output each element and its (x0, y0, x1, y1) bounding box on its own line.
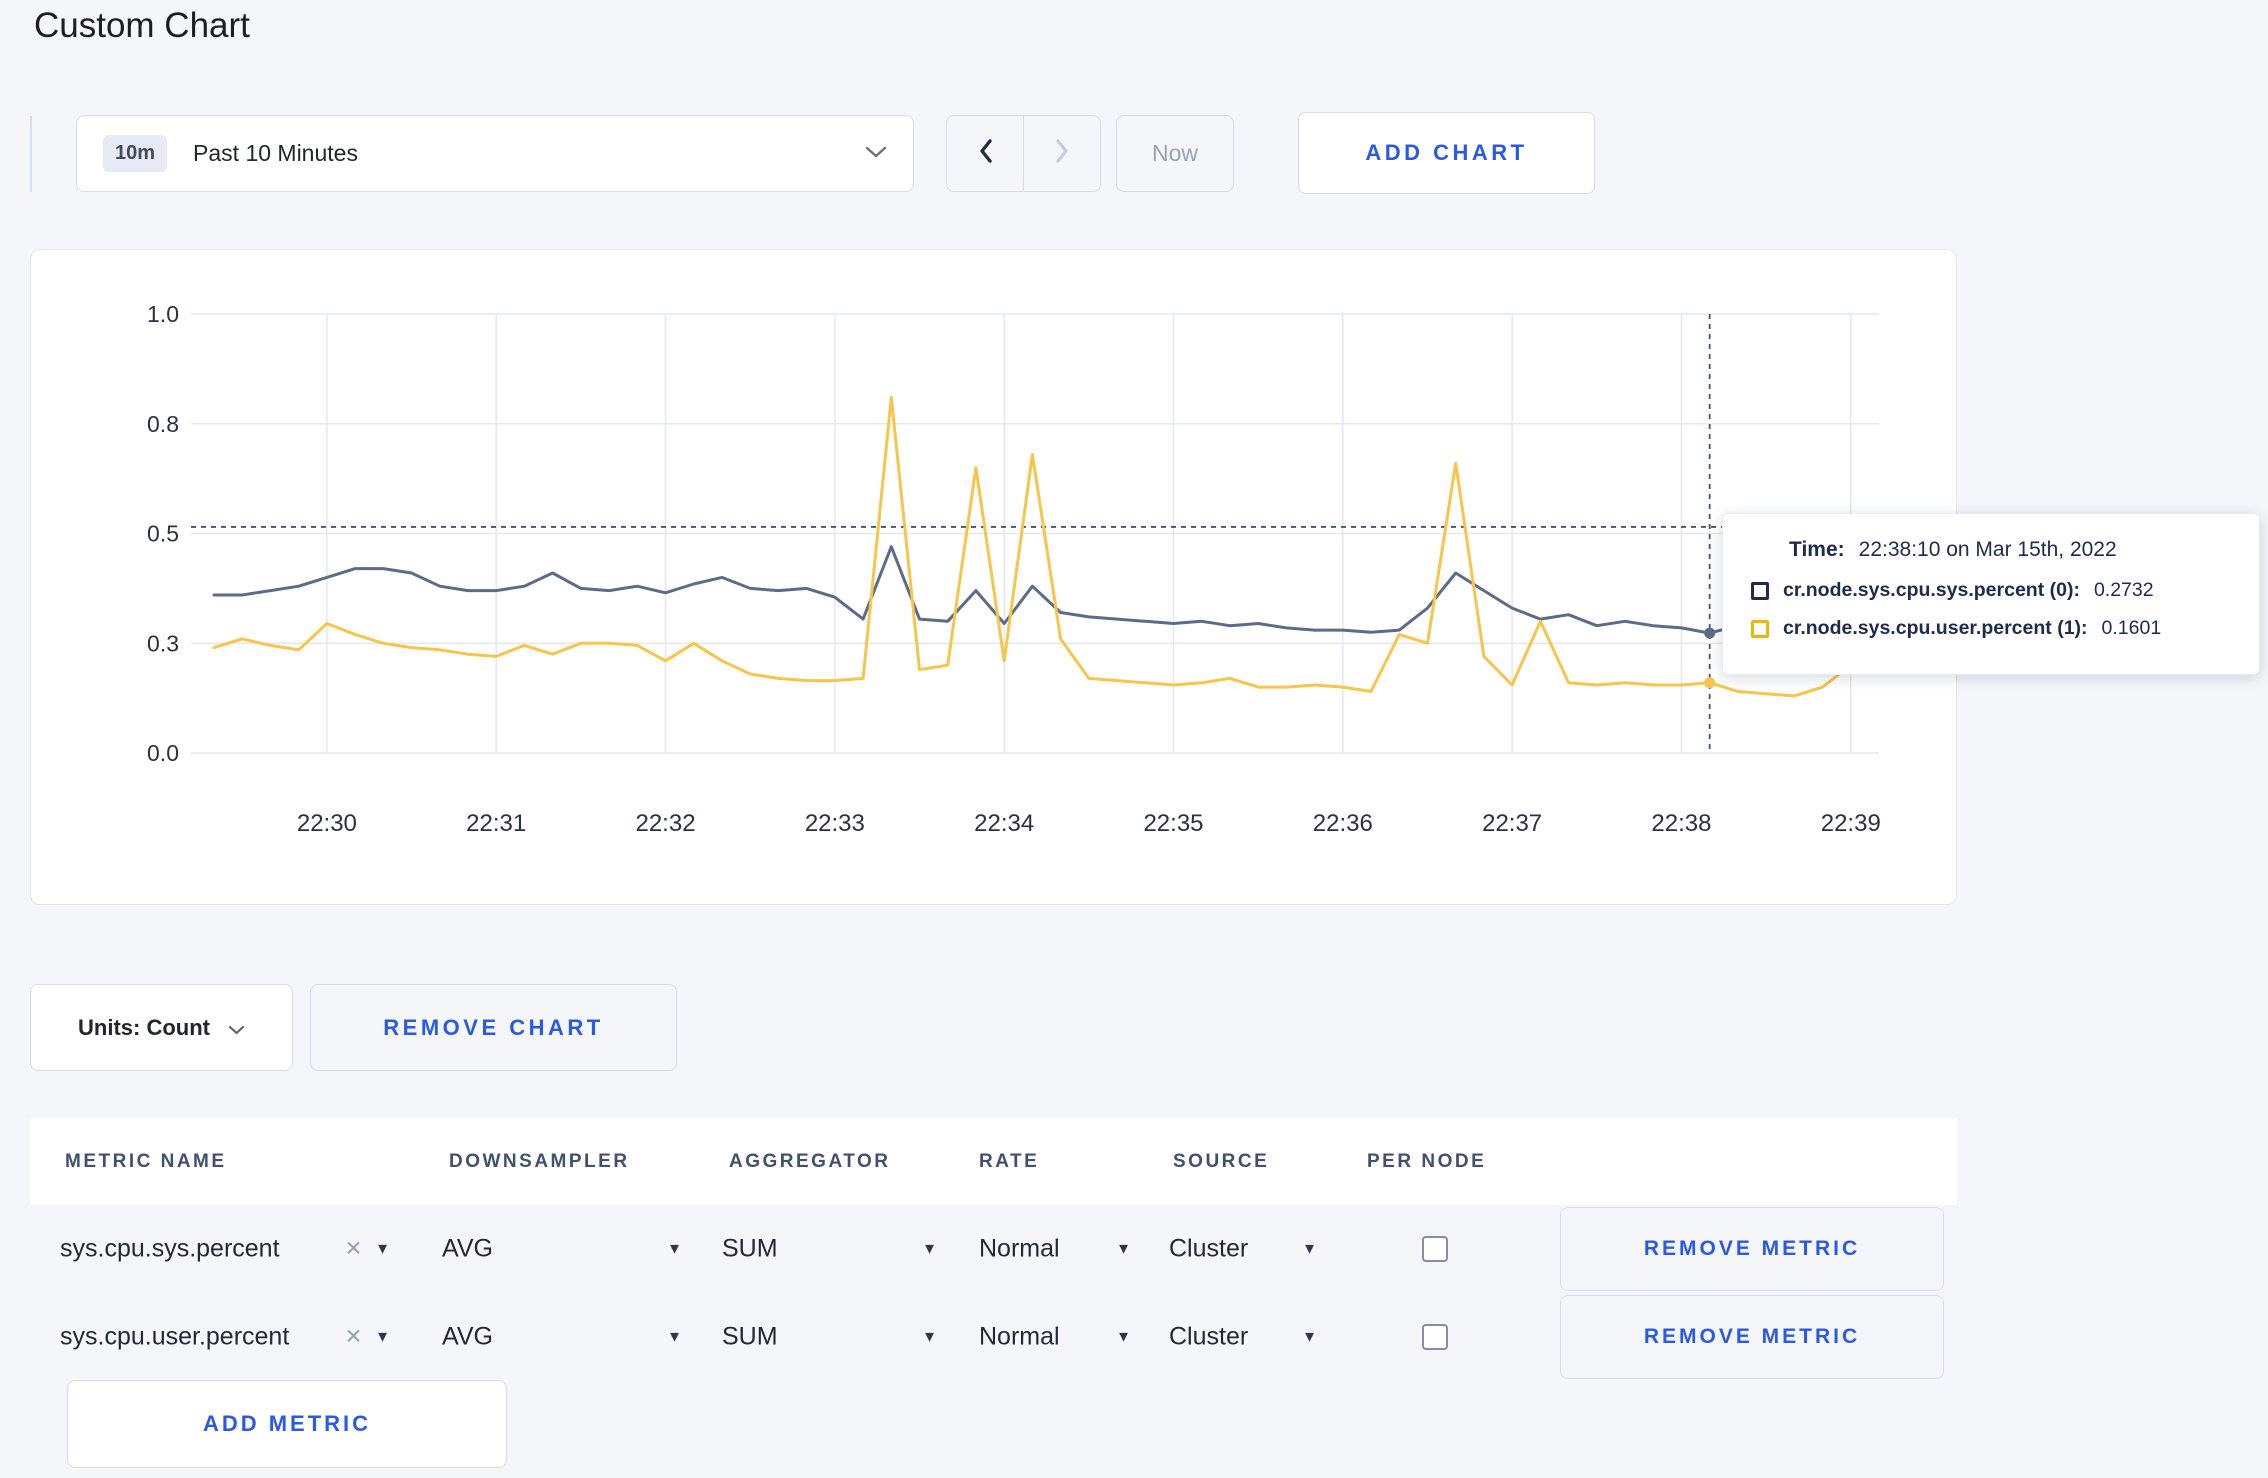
svg-text:22:36: 22:36 (1313, 810, 1373, 837)
units-select[interactable]: Units: Count (30, 984, 293, 1071)
metric-name-value: sys.cpu.user.percent (60, 1322, 290, 1351)
tooltip-series-row: cr.node.sys.cpu.sys.percent (0): 0.2732 (1751, 579, 2231, 602)
chevron-down-icon (865, 145, 887, 163)
metric-name-value: sys.cpu.sys.percent (60, 1234, 280, 1263)
per-node-checkbox[interactable] (1422, 1236, 1448, 1262)
tooltip-time-label: Time: (1789, 538, 1845, 561)
svg-text:0.5: 0.5 (147, 521, 179, 547)
now-button-label: Now (1151, 140, 1198, 166)
add-chart-button[interactable]: ADD CHART (1298, 112, 1595, 194)
caret-down-icon: ▼ (375, 1240, 390, 1258)
time-range-badge: 10m (103, 135, 168, 172)
rate-select[interactable]: Normal ▼ (979, 1235, 1131, 1264)
tooltip-series-name: cr.node.sys.cpu.user.percent (1): (1783, 617, 2088, 639)
svg-text:22:33: 22:33 (805, 810, 865, 837)
add-metric-button[interactable]: ADD METRIC (67, 1380, 507, 1468)
downsampler-value: AVG (442, 1234, 493, 1263)
chevron-left-icon (977, 137, 994, 170)
caret-down-icon: ▼ (922, 1240, 937, 1258)
next-time-button[interactable] (1023, 116, 1100, 191)
user-series-swatch-icon (1751, 619, 1769, 638)
page-title: Custom Chart (34, 6, 250, 45)
column-header-per-node: PER NODE (1367, 1150, 1487, 1172)
clear-metric-icon[interactable]: ✕ (344, 1325, 363, 1349)
sys-series-swatch-icon (1751, 581, 1769, 600)
table-row: sys.cpu.user.percent ✕ ▼ AVG ▼ SUM ▼ Nor… (30, 1293, 1957, 1381)
metric-name-select[interactable]: sys.cpu.sys.percent ✕ ▼ (60, 1235, 390, 1264)
source-value: Cluster (1169, 1234, 1249, 1263)
units-label: Units: Count (78, 1014, 210, 1040)
tooltip-series-row: cr.node.sys.cpu.user.percent (1): 0.1601 (1751, 617, 2231, 640)
svg-text:22:39: 22:39 (1821, 810, 1881, 837)
time-range-select[interactable]: 10m Past 10 Minutes (76, 115, 914, 192)
caret-down-icon: ▼ (922, 1328, 937, 1346)
aggregator-select[interactable]: SUM ▼ (722, 1323, 937, 1352)
rate-value: Normal (979, 1322, 1060, 1351)
svg-text:22:30: 22:30 (297, 810, 357, 837)
metric-name-select[interactable]: sys.cpu.user.percent ✕ ▼ (60, 1323, 390, 1352)
rate-value: Normal (979, 1234, 1060, 1263)
add-chart-label: ADD CHART (1365, 140, 1528, 165)
svg-text:22:37: 22:37 (1482, 810, 1542, 837)
svg-text:22:32: 22:32 (635, 810, 695, 837)
caret-down-icon: ▼ (1116, 1240, 1131, 1258)
add-metric-label: ADD METRIC (202, 1411, 372, 1436)
caret-down-icon: ▼ (1302, 1328, 1317, 1346)
svg-text:22:35: 22:35 (1143, 810, 1203, 837)
svg-text:1.0: 1.0 (147, 301, 179, 327)
downsampler-select[interactable]: AVG ▼ (442, 1323, 682, 1352)
remove-metric-label: REMOVE METRIC (1643, 1325, 1861, 1348)
svg-text:22:31: 22:31 (466, 810, 526, 837)
tooltip-series-name: cr.node.sys.cpu.sys.percent (0): (1783, 579, 2080, 601)
rate-select[interactable]: Normal ▼ (979, 1323, 1131, 1352)
svg-text:22:34: 22:34 (974, 810, 1034, 837)
caret-down-icon: ▼ (1302, 1240, 1317, 1258)
column-header-metric-name: METRIC NAME (65, 1150, 227, 1172)
column-header-source: SOURCE (1173, 1150, 1270, 1172)
chevron-right-icon (1054, 137, 1071, 170)
clear-metric-icon[interactable]: ✕ (344, 1237, 363, 1261)
remove-metric-button[interactable]: REMOVE METRIC (1560, 1207, 1944, 1291)
timeseries-chart[interactable]: 0.0 0.3 0.5 0.8 1.0 22:30 22:31 22:32 22:33 22:34… (31, 250, 1958, 906)
tooltip-time-row: Time: 22:38:10 on Mar 15th, 2022 (1789, 538, 2231, 562)
chart-card: 0.0 0.3 0.5 0.8 1.0 22:30 22:31 22:32 22:33 22:34… (30, 249, 1957, 905)
downsampler-value: AVG (442, 1322, 493, 1351)
remove-chart-label: REMOVE CHART (383, 1014, 604, 1040)
per-node-checkbox[interactable] (1422, 1324, 1448, 1350)
aggregator-value: SUM (722, 1234, 778, 1263)
time-nav (946, 115, 1101, 192)
tooltip-time-value: 22:38:10 on Mar 15th, 2022 (1858, 538, 2117, 561)
source-select[interactable]: Cluster ▼ (1169, 1323, 1317, 1352)
caret-down-icon: ▼ (667, 1328, 682, 1346)
caret-down-icon: ▼ (375, 1328, 390, 1346)
toolbar-divider (30, 116, 32, 192)
remove-chart-button[interactable]: REMOVE CHART (310, 984, 677, 1071)
svg-text:0.8: 0.8 (147, 411, 179, 437)
time-range-label: Past 10 Minutes (193, 140, 358, 166)
tooltip-series-value: 0.1601 (2101, 617, 2162, 639)
svg-text:0.3: 0.3 (147, 630, 179, 656)
caret-down-icon: ▼ (1116, 1328, 1131, 1346)
aggregator-value: SUM (722, 1322, 778, 1351)
tooltip-series-value: 0.2732 (2093, 579, 2154, 601)
table-row: sys.cpu.sys.percent ✕ ▼ AVG ▼ SUM ▼ Norm… (30, 1205, 1957, 1293)
column-header-aggregator: AGGREGATOR (729, 1150, 891, 1172)
source-select[interactable]: Cluster ▼ (1169, 1235, 1317, 1264)
prev-time-button[interactable] (947, 116, 1023, 191)
metrics-table-header: METRIC NAME DOWNSAMPLER AGGREGATOR RATE … (30, 1118, 1957, 1205)
chevron-down-icon (228, 1015, 245, 1041)
svg-text:22:38: 22:38 (1651, 810, 1711, 837)
aggregator-select[interactable]: SUM ▼ (722, 1235, 937, 1264)
column-header-downsampler: DOWNSAMPLER (449, 1150, 630, 1172)
caret-down-icon: ▼ (667, 1240, 682, 1258)
remove-metric-label: REMOVE METRIC (1643, 1237, 1861, 1260)
source-value: Cluster (1169, 1322, 1249, 1351)
chart-tooltip: Time: 22:38:10 on Mar 15th, 2022 cr.node.… (1722, 513, 2260, 675)
svg-text:0.0: 0.0 (147, 740, 179, 766)
now-button[interactable]: Now (1116, 115, 1234, 192)
remove-metric-button[interactable]: REMOVE METRIC (1560, 1295, 1944, 1379)
column-header-rate: RATE (979, 1150, 1040, 1172)
downsampler-select[interactable]: AVG ▼ (442, 1235, 682, 1264)
